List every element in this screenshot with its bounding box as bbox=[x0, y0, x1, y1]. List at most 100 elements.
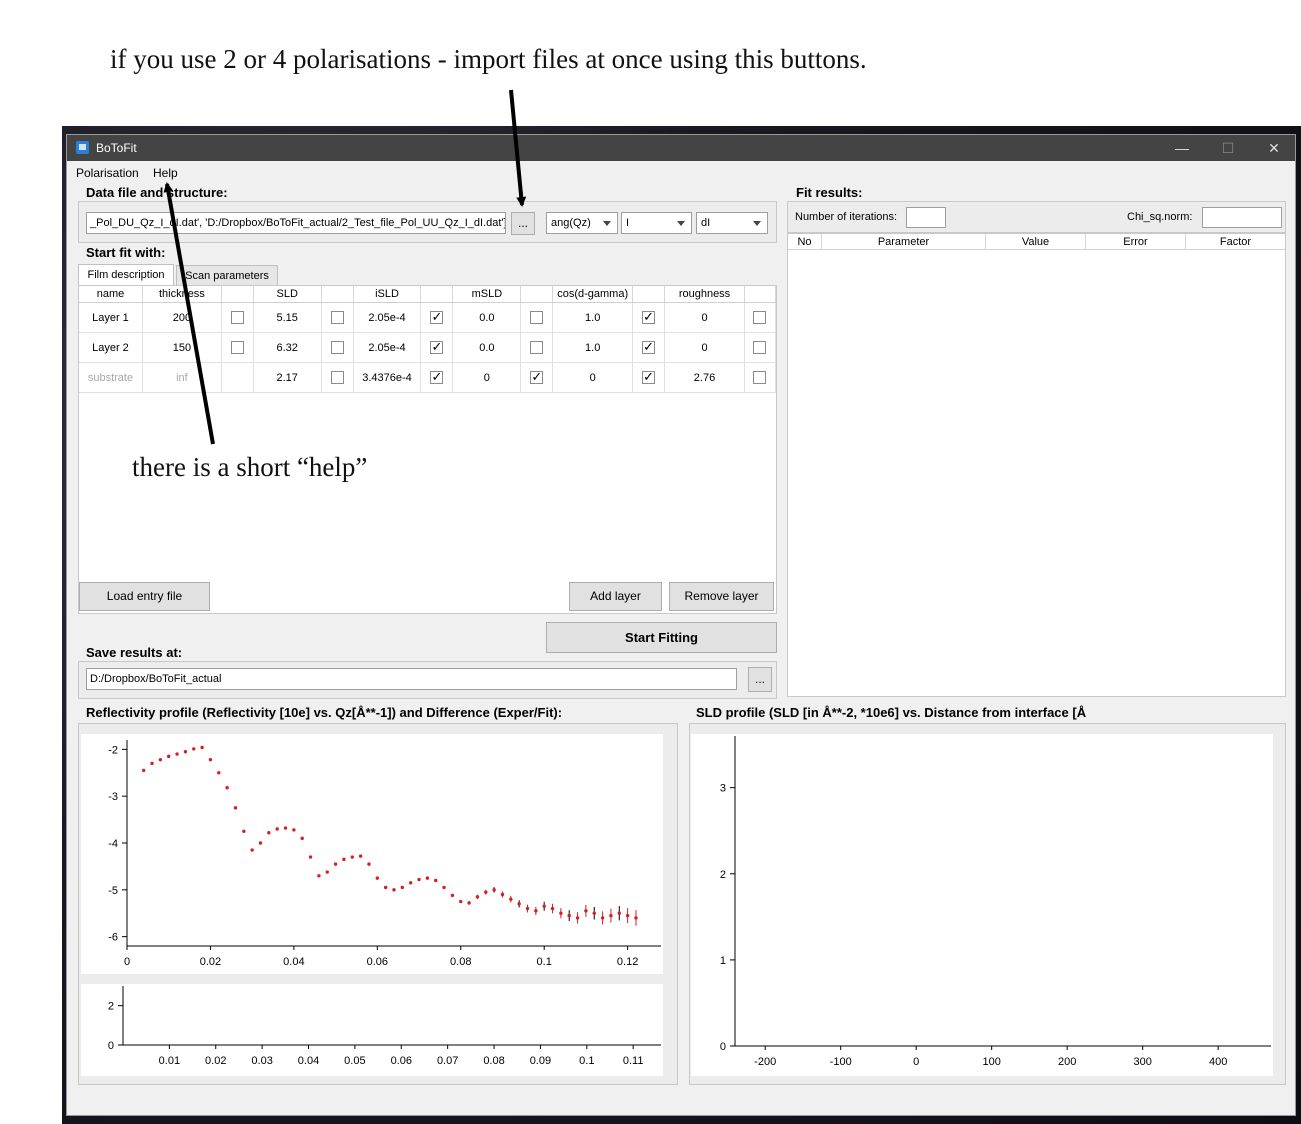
y-tick-label: 1 bbox=[720, 955, 726, 967]
data-point bbox=[283, 826, 288, 830]
cell-isld[interactable]: 2.05e-4 bbox=[353, 332, 422, 363]
cell-thickness_chk-checkbox[interactable] bbox=[221, 332, 254, 363]
cell-sld_chk-checkbox[interactable] bbox=[321, 362, 354, 393]
checkbox[interactable] bbox=[330, 371, 344, 384]
film-table-header: name thickness SLD iSLD mSLD cos(d-gamma… bbox=[79, 286, 777, 303]
data-point bbox=[634, 916, 638, 920]
cell-name[interactable]: substrate bbox=[79, 362, 143, 393]
tab-scan-parameters[interactable]: Scan parameters bbox=[176, 265, 278, 286]
cell-name[interactable]: Layer 1 bbox=[79, 302, 143, 333]
x-tick-label: -100 bbox=[830, 1056, 852, 1068]
x-tick-label: 0.07 bbox=[437, 1055, 458, 1067]
cell-msld[interactable]: 0.0 bbox=[452, 302, 522, 333]
checkbox[interactable] bbox=[330, 341, 344, 354]
checkbox[interactable] bbox=[753, 311, 767, 324]
tab-film-description[interactable]: Film description bbox=[78, 264, 174, 285]
combo-y-value: I bbox=[626, 217, 630, 229]
start-fitting-button[interactable]: Start Fitting bbox=[546, 622, 777, 653]
y-tick-label: 2 bbox=[108, 1001, 114, 1013]
add-layer-button[interactable]: Add layer bbox=[569, 582, 662, 611]
fit-results-label: Fit results: bbox=[796, 185, 863, 200]
cell-sld[interactable]: 2.17 bbox=[253, 362, 322, 393]
reflectivity-plot-area[interactable]: 0 0.02 0.04 0.06 0.08 0.1 0.12 -2 -3 -4 -5 -6 bbox=[81, 734, 663, 974]
cell-rough[interactable]: 0 bbox=[664, 302, 745, 333]
checkmark-icon[interactable]: ✓ bbox=[430, 369, 444, 384]
cell-msld_chk-checkbox[interactable] bbox=[520, 332, 554, 363]
chi-sq-field[interactable] bbox=[1202, 207, 1282, 228]
x-tick-label: 0.12 bbox=[617, 956, 638, 968]
combo-err-column[interactable]: dI bbox=[696, 212, 768, 234]
cell-sld_chk-checkbox[interactable] bbox=[321, 302, 354, 333]
cell-msld_chk-checkbox[interactable] bbox=[520, 302, 554, 333]
cell-cos[interactable]: 1.0 bbox=[552, 302, 634, 333]
cell-rough_chk-checkbox[interactable] bbox=[744, 332, 777, 363]
cell-sld_chk-checkbox[interactable] bbox=[321, 332, 354, 363]
cell-msld[interactable]: 0 bbox=[452, 362, 522, 393]
cell-rough[interactable]: 0 bbox=[664, 332, 745, 363]
data-point bbox=[225, 786, 229, 790]
data-file-path[interactable]: _Pol_DU_Qz_I_dI.dat', 'D:/Dropbox/BoToFi… bbox=[86, 212, 506, 234]
data-point bbox=[167, 754, 171, 759]
checkmark-icon[interactable]: ✓ bbox=[642, 339, 656, 354]
save-results-label: Save results at: bbox=[86, 645, 183, 660]
sld-plot-area[interactable]: -200 -100 0 100 200 300 400 3 2 1 0 bbox=[691, 734, 1273, 1076]
minimize-button[interactable]: — bbox=[1175, 140, 1189, 156]
save-path-browse-button[interactable]: ... bbox=[748, 667, 772, 692]
data-point bbox=[525, 906, 530, 911]
cell-isld_chk-checkbox[interactable]: ✓ bbox=[420, 332, 454, 363]
cell-thickness_chk-checkbox[interactable] bbox=[221, 302, 254, 333]
checkmark-icon[interactable]: ✓ bbox=[430, 309, 444, 324]
y-tick-label: 0 bbox=[720, 1041, 726, 1053]
cell-sld[interactable]: 5.15 bbox=[253, 302, 322, 333]
checkbox[interactable] bbox=[330, 311, 344, 324]
cell-sld[interactable]: 6.32 bbox=[253, 332, 322, 363]
cell-isld[interactable]: 3.4376e-4 bbox=[353, 362, 422, 393]
checkbox[interactable] bbox=[530, 341, 544, 354]
save-path-input[interactable]: D:/Dropbox/BoToFit_actual bbox=[86, 668, 737, 690]
cell-rough[interactable]: 2.76 bbox=[664, 362, 745, 393]
remove-layer-button[interactable]: Remove layer bbox=[669, 582, 774, 611]
iterations-field[interactable] bbox=[906, 207, 946, 228]
maximize-button[interactable]: ☐ bbox=[1221, 140, 1235, 156]
cell-rough_chk-checkbox[interactable] bbox=[744, 362, 777, 393]
cell-msld[interactable]: 0.0 bbox=[452, 332, 522, 363]
combo-y-column[interactable]: I bbox=[621, 212, 692, 234]
cell-cos[interactable]: 0 bbox=[552, 362, 634, 393]
x-tick-label: 0.04 bbox=[283, 956, 304, 968]
cell-isld_chk-checkbox[interactable]: ✓ bbox=[420, 362, 454, 393]
checkbox[interactable] bbox=[530, 311, 544, 324]
cell-msld_chk-checkbox[interactable]: ✓ bbox=[520, 362, 554, 393]
checkmark-icon[interactable]: ✓ bbox=[642, 309, 656, 324]
load-entry-file-button[interactable]: Load entry file bbox=[79, 582, 210, 611]
data-file-browse-button[interactable]: ... bbox=[511, 212, 535, 235]
col-isld: iSLD bbox=[353, 286, 422, 303]
close-button[interactable]: ✕ bbox=[1268, 140, 1280, 156]
cell-isld_chk-checkbox[interactable]: ✓ bbox=[420, 302, 454, 333]
cell-cos_chk-checkbox[interactable]: ✓ bbox=[632, 302, 666, 333]
cell-thickness[interactable]: 150 bbox=[142, 332, 222, 363]
cell-thickness[interactable]: 200 bbox=[142, 302, 222, 333]
checkbox[interactable] bbox=[753, 341, 767, 354]
cell-isld[interactable]: 2.05e-4 bbox=[353, 302, 422, 333]
title-bar[interactable]: BoToFit — ☐ ✕ bbox=[67, 135, 1295, 161]
difference-plot-area[interactable]: 0.01 0.02 0.03 0.04 0.05 0.06 0.07 0.08 0.09 0.1 0… bbox=[81, 984, 663, 1076]
cell-cos[interactable]: 1.0 bbox=[552, 332, 634, 363]
film-table: name thickness SLD iSLD mSLD cos(d-gamma… bbox=[79, 286, 777, 393]
cell-thickness[interactable]: inf bbox=[142, 362, 222, 393]
menu-help[interactable]: Help bbox=[153, 166, 178, 180]
combo-x-column[interactable]: ang(Qz) bbox=[546, 212, 618, 234]
checkbox[interactable] bbox=[230, 311, 244, 324]
menu-polarisation[interactable]: Polarisation bbox=[76, 166, 139, 180]
cell-cos_chk-checkbox[interactable]: ✓ bbox=[632, 332, 666, 363]
cell-rough_chk-checkbox[interactable] bbox=[744, 302, 777, 333]
cell-cos_chk-checkbox[interactable]: ✓ bbox=[632, 362, 666, 393]
checkbox[interactable] bbox=[753, 371, 767, 384]
cell-name[interactable]: Layer 2 bbox=[79, 332, 143, 363]
checkmark-icon[interactable]: ✓ bbox=[430, 339, 444, 354]
cell-thickness_chk-checkbox[interactable] bbox=[221, 362, 254, 393]
checkmark-icon[interactable]: ✓ bbox=[530, 369, 544, 384]
checkmark-icon[interactable]: ✓ bbox=[642, 369, 656, 384]
checkbox[interactable] bbox=[230, 341, 244, 354]
col-roughness: roughness bbox=[664, 286, 745, 303]
